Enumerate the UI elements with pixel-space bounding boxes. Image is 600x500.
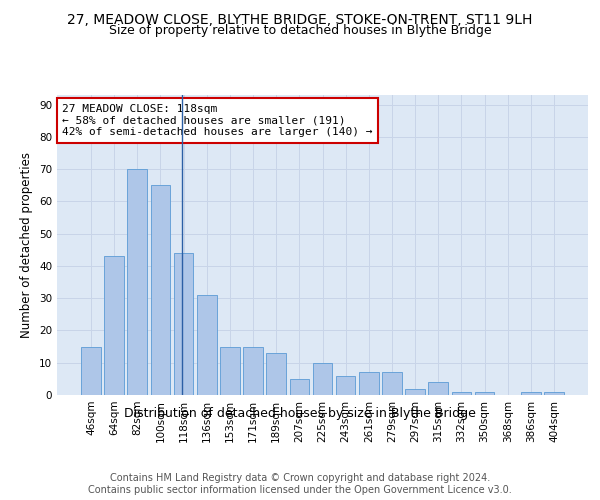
Bar (313, 362, 332, 395)
Bar (174, 253, 193, 395)
Bar (382, 372, 402, 395)
Text: 27, MEADOW CLOSE, BLYTHE BRIDGE, STOKE-ON-TRENT, ST11 9LH: 27, MEADOW CLOSE, BLYTHE BRIDGE, STOKE-O… (67, 12, 533, 26)
Bar (452, 392, 471, 395)
Text: 27 MEADOW CLOSE: 118sqm
← 58% of detached houses are smaller (191)
42% of semi-d: 27 MEADOW CLOSE: 118sqm ← 58% of detache… (62, 104, 373, 137)
Bar (336, 376, 355, 395)
Bar (544, 392, 564, 395)
Bar (521, 392, 541, 395)
Bar (81, 346, 101, 395)
Text: Distribution of detached houses by size in Blythe Bridge: Distribution of detached houses by size … (124, 408, 476, 420)
Bar (475, 392, 494, 395)
Bar (266, 353, 286, 395)
Bar (127, 169, 147, 395)
Bar (220, 346, 240, 395)
Text: Size of property relative to detached houses in Blythe Bridge: Size of property relative to detached ho… (109, 24, 491, 37)
Text: Contains HM Land Registry data © Crown copyright and database right 2024.
Contai: Contains HM Land Registry data © Crown c… (88, 474, 512, 495)
Bar (290, 379, 309, 395)
Bar (359, 372, 379, 395)
Bar (243, 346, 263, 395)
Bar (197, 295, 217, 395)
Bar (151, 186, 170, 395)
Y-axis label: Number of detached properties: Number of detached properties (20, 152, 34, 338)
Bar (405, 388, 425, 395)
Bar (428, 382, 448, 395)
Bar (104, 256, 124, 395)
